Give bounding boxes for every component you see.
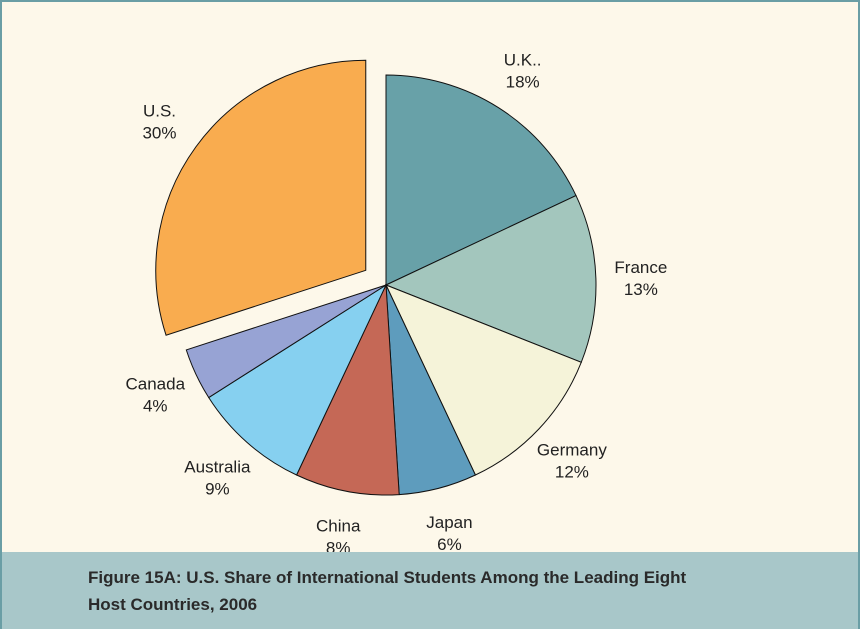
slice-value-label: 6%	[437, 535, 462, 552]
caption-band: Figure 15A: U.S. Share of International …	[2, 552, 858, 629]
pie-slice	[385, 74, 577, 286]
slice-label: France	[614, 258, 667, 277]
pie-slice	[295, 284, 400, 496]
slice-value-label: 9%	[205, 479, 230, 498]
pie-slice	[208, 283, 388, 476]
slice-label: Australia	[184, 457, 251, 476]
pie-slice	[185, 284, 387, 399]
slice-value-label: 30%	[142, 123, 176, 142]
pie-slice	[384, 194, 597, 363]
chart-title: Figure 15A: U.S. Share of International …	[88, 568, 687, 614]
slice-label: U.S.	[143, 101, 176, 120]
pie-slice	[385, 284, 582, 476]
slice-value-label: 8%	[326, 538, 351, 552]
slice-value-label: 18%	[506, 73, 540, 92]
slice-label: Japan	[426, 513, 472, 532]
pie-slice	[155, 59, 367, 336]
slice-value-label: 13%	[624, 280, 658, 299]
chart: U.K.. 18% France 13% Germany 12% Japan 6% China 8…	[125, 51, 667, 552]
slice-value-label: 12%	[555, 463, 589, 482]
slice-label: Canada	[125, 375, 185, 394]
slice-label: U.K..	[504, 51, 542, 70]
slice-label: China	[316, 516, 361, 535]
slice-value-label: 4%	[143, 397, 168, 416]
slice-label: Germany	[537, 441, 607, 460]
